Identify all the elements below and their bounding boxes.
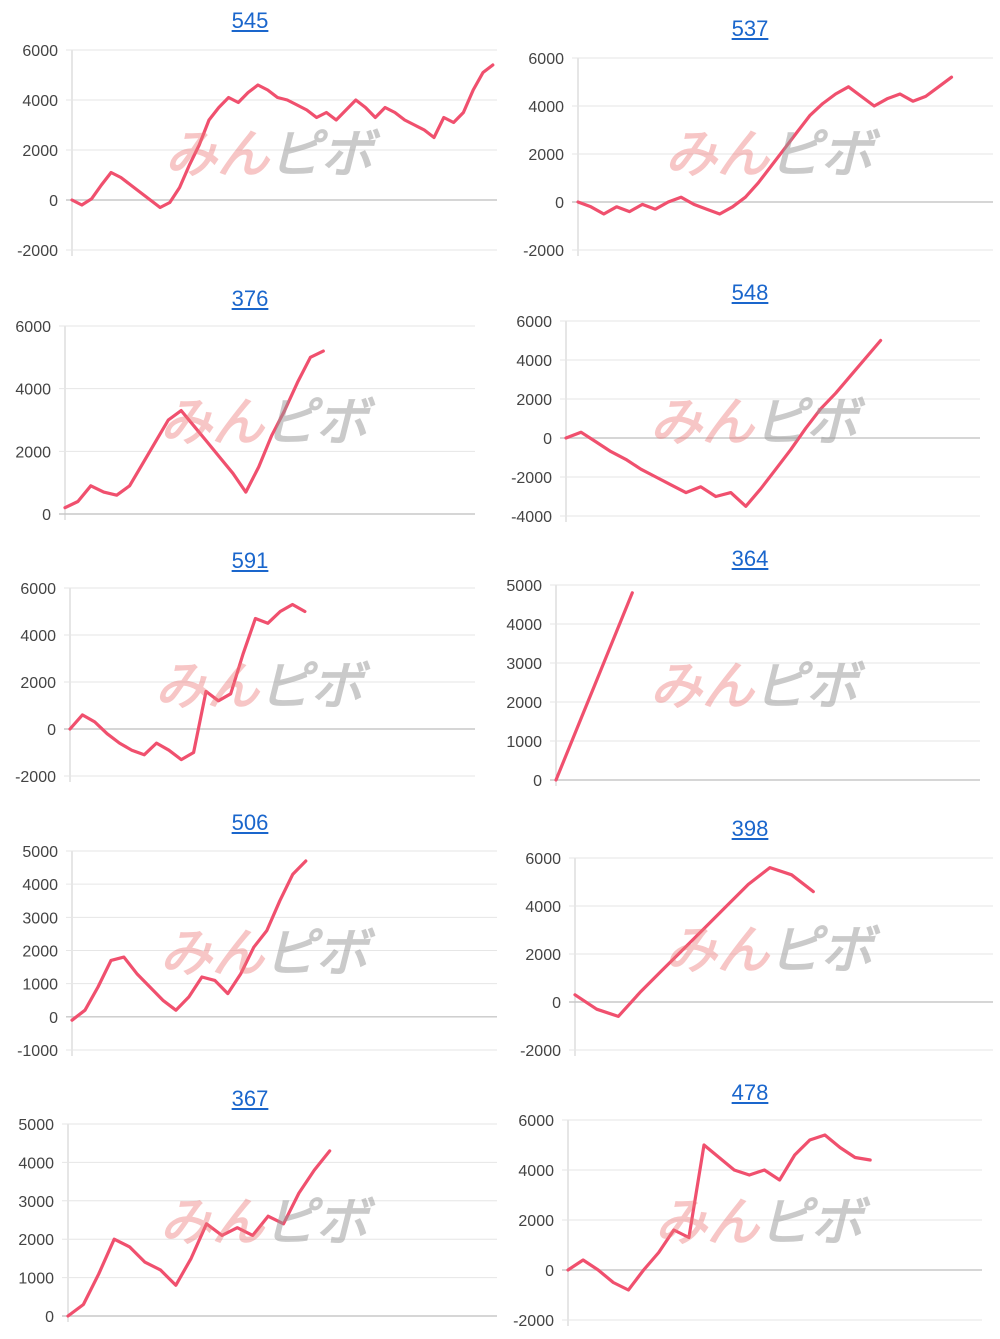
- y-tick-label: 4000: [22, 93, 58, 110]
- chart-panel-376: 376 0 2000 4000 6000 みんピボ: [0, 268, 500, 532]
- series-line: [68, 602, 307, 762]
- y-tick-label: 6000: [20, 581, 56, 598]
- line-chart: -2000 0 2000 4000 6000: [15, 581, 475, 786]
- y-tick-label: 2000: [18, 1232, 54, 1249]
- chart-title-link[interactable]: 367: [231, 1086, 269, 1111]
- chart-panel-478: 478 -2000 0 2000 4000 6000 みんピボ: [500, 1068, 1000, 1339]
- line-chart: 0 1000 2000 3000 4000 5000: [506, 578, 980, 790]
- y-tick-label: 2000: [15, 444, 51, 461]
- y-tick-label: -2000: [523, 243, 564, 260]
- chart-title-link[interactable]: 545: [231, 8, 269, 33]
- y-tick-label: 0: [555, 195, 564, 212]
- y-tick-label: -2000: [511, 470, 552, 487]
- y-tick-label: 6000: [22, 43, 58, 60]
- y-tick-label: 4000: [506, 617, 542, 634]
- y-tick-label: 2000: [516, 392, 552, 409]
- chart-title-link[interactable]: 478: [731, 1080, 769, 1105]
- y-tick-label: -2000: [520, 1043, 561, 1060]
- y-tick-label: -1000: [17, 1043, 58, 1060]
- line-chart: -2000 0 2000 4000 6000: [513, 1113, 982, 1330]
- line-chart: -2000 0 2000 4000 6000: [523, 51, 993, 260]
- chart-title-link[interactable]: 376: [231, 286, 269, 311]
- y-tick-label: 2000: [20, 675, 56, 692]
- chart-panel-545: 545 -2000 0 2000 4000 6000 みんピボ: [0, 0, 500, 268]
- y-tick-label: 2000: [506, 695, 542, 712]
- y-tick-label: -2000: [513, 1313, 554, 1330]
- series-line: [564, 338, 883, 508]
- line-chart: -1000 0 1000 2000 3000 4000 5000: [17, 844, 497, 1060]
- series-line: [554, 591, 634, 782]
- y-tick-label: 6000: [525, 851, 561, 868]
- y-tick-label: 1000: [18, 1271, 54, 1288]
- chart-panel-398: 398 -2000 0 2000 4000 6000 みんピボ: [500, 796, 1000, 1068]
- y-tick-label: 4000: [20, 628, 56, 645]
- series-line: [573, 865, 815, 1018]
- y-tick-label: 0: [543, 431, 552, 448]
- line-chart: -2000 0 2000 4000 6000: [17, 43, 497, 260]
- y-tick-label: 6000: [528, 51, 564, 68]
- y-tick-label: 2000: [22, 944, 58, 961]
- chart-title-link[interactable]: 398: [731, 816, 769, 841]
- chart-title-link[interactable]: 506: [231, 810, 269, 835]
- y-tick-label: 4000: [528, 99, 564, 116]
- y-tick-label: 0: [49, 1010, 58, 1027]
- y-tick-label: 0: [545, 1263, 554, 1280]
- chart-title-link[interactable]: 548: [731, 280, 769, 305]
- series-line: [566, 1133, 872, 1292]
- y-tick-label: 0: [533, 773, 542, 790]
- series-line: [70, 859, 308, 1022]
- chart-title-link[interactable]: 591: [231, 548, 269, 573]
- y-tick-label: 3000: [506, 656, 542, 673]
- chart-panel-367: 367 0 1000 2000 3000 4000 5000 みんピボ: [0, 1068, 500, 1339]
- y-tick-label: 0: [49, 193, 58, 210]
- series-line: [66, 1149, 332, 1318]
- series-line: [63, 349, 325, 510]
- chart-title-link[interactable]: 364: [731, 546, 769, 571]
- y-tick-label: 0: [552, 995, 561, 1012]
- y-tick-label: 6000: [15, 319, 51, 336]
- chart-panel-591: 591 -2000 0 2000 4000 6000 みんピボ: [0, 532, 500, 796]
- y-tick-label: 2000: [22, 143, 58, 160]
- chart-panel-548: 548 -4000 -2000 0 2000 4000 6000 みんピボ: [500, 268, 1000, 532]
- y-tick-label: 4000: [525, 899, 561, 916]
- y-tick-label: -2000: [17, 243, 58, 260]
- y-tick-label: 6000: [518, 1113, 554, 1130]
- series-line: [576, 75, 954, 216]
- line-chart: -2000 0 2000 4000 6000: [520, 851, 993, 1060]
- y-tick-label: 0: [47, 722, 56, 739]
- y-tick-label: -4000: [511, 509, 552, 526]
- chart-panel-364: 364 0 1000 2000 3000 4000 5000 みんピボ: [500, 532, 1000, 796]
- y-tick-label: 0: [45, 1309, 54, 1326]
- y-tick-label: 3000: [22, 910, 58, 927]
- y-tick-label: 2000: [518, 1213, 554, 1230]
- y-tick-label: 1000: [22, 977, 58, 994]
- y-tick-label: 2000: [525, 947, 561, 964]
- y-tick-label: 4000: [516, 353, 552, 370]
- y-tick-label: 3000: [18, 1194, 54, 1211]
- series-line: [70, 63, 495, 210]
- y-tick-label: 4000: [22, 877, 58, 894]
- line-chart: -4000 -2000 0 2000 4000 6000: [511, 314, 980, 526]
- y-tick-label: 4000: [18, 1155, 54, 1172]
- y-tick-label: 5000: [18, 1117, 54, 1134]
- y-tick-label: 2000: [528, 147, 564, 164]
- chart-panel-506: 506 -1000 0 1000 2000 3000 4000 5000 みんピボ: [0, 796, 500, 1068]
- y-tick-label: 1000: [506, 734, 542, 751]
- chart-panel-537: 537 -2000 0 2000 4000 6000 みんピボ: [500, 0, 1000, 268]
- y-tick-label: -2000: [15, 769, 56, 786]
- y-tick-label: 4000: [518, 1163, 554, 1180]
- chart-title-link[interactable]: 537: [731, 16, 769, 41]
- y-tick-label: 0: [42, 507, 51, 524]
- line-chart: 0 2000 4000 6000: [15, 319, 475, 524]
- line-chart: 0 1000 2000 3000 4000 5000: [18, 1117, 497, 1326]
- y-tick-label: 5000: [506, 578, 542, 595]
- y-tick-label: 4000: [15, 382, 51, 399]
- y-tick-label: 6000: [516, 314, 552, 331]
- y-tick-label: 5000: [22, 844, 58, 861]
